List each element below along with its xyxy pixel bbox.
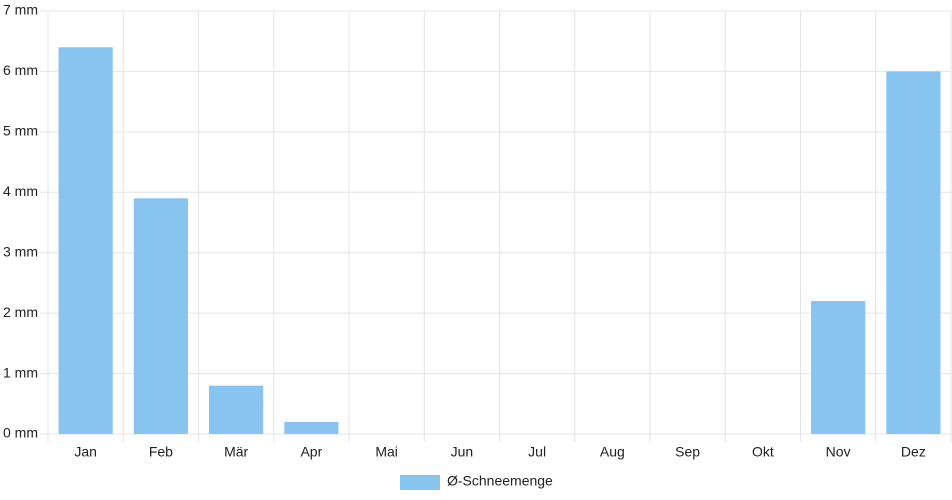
y-tick-label: 7 mm [3, 2, 38, 18]
bar [811, 301, 866, 434]
y-tick-label: 0 mm [3, 425, 38, 441]
x-tick-label: Aug [600, 444, 625, 460]
x-tick-label: Apr [300, 444, 322, 460]
y-tick-label: 5 mm [3, 123, 38, 139]
x-tick-label: Sep [675, 444, 700, 460]
bar [133, 198, 188, 434]
y-tick-label: 4 mm [3, 183, 38, 199]
x-tick-label: Mär [224, 444, 248, 460]
y-tick-label: 2 mm [3, 304, 38, 320]
x-tick-label: Dez [901, 444, 926, 460]
bar [209, 385, 264, 434]
bar [886, 71, 941, 434]
legend-label: Ø-Schneemenge [447, 473, 553, 489]
legend-swatch [400, 475, 440, 490]
y-tick-label: 1 mm [3, 364, 38, 380]
y-tick-label: 6 mm [3, 62, 38, 78]
x-tick-label: Jul [528, 444, 546, 460]
x-tick-label: Mai [375, 444, 398, 460]
x-tick-label: Nov [826, 444, 851, 460]
bar [58, 47, 113, 434]
x-tick-label: Okt [752, 444, 774, 460]
x-tick-label: Jan [74, 444, 97, 460]
x-tick-label: Jun [451, 444, 474, 460]
y-tick-label: 3 mm [3, 243, 38, 259]
x-tick-label: Feb [149, 444, 173, 460]
bar [284, 421, 339, 434]
